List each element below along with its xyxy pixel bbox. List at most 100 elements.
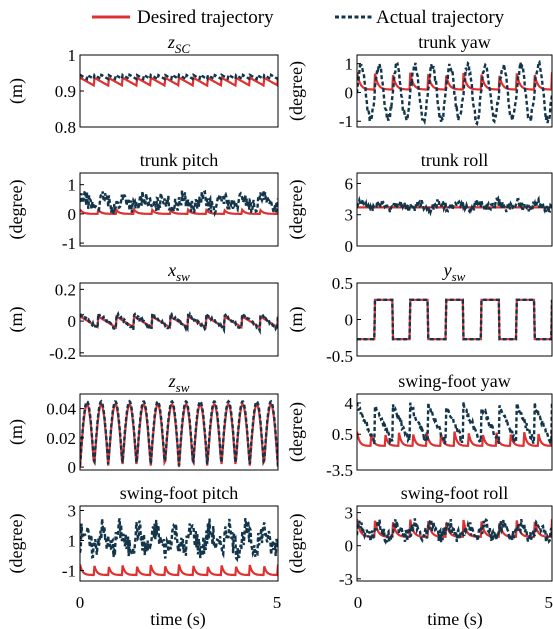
y-axis-label: (m) [6, 307, 27, 333]
y-tick-label: 0.5 [332, 274, 353, 293]
axes-frame [79, 393, 279, 471]
axes-frame [79, 505, 279, 582]
y-axis-label: (degree) [6, 180, 27, 240]
y-tick-label: 0.04 [46, 400, 76, 419]
y-tick-label: -3 [339, 570, 353, 589]
y-axis-label: (degree) [286, 402, 307, 462]
panel-title: swing-foot yaw [398, 371, 510, 391]
y-tick-label: 0.8 [55, 118, 76, 137]
y-axis-label: (degree) [286, 514, 307, 574]
plot-area [357, 517, 552, 547]
y-tick-label: 0 [68, 205, 77, 224]
subplot-4: 6 3 0 (degree) trunk roll [286, 150, 553, 256]
x-tick-label-left-5: 5 [273, 593, 282, 612]
subplot-5: 0.2 0 -0.2 (m) xsw [6, 260, 279, 363]
axes-frame [356, 505, 553, 582]
actual-trajectory-line [357, 400, 552, 446]
subplot-1: 1 0.9 0.8 (m) zSC [6, 32, 279, 137]
plot-area [357, 60, 552, 127]
y-tick-label: -3.5 [326, 461, 353, 480]
axes-frame [356, 282, 553, 357]
subplot-8: 4 0.5 -3.5 (degree) swing-foot yaw [286, 371, 553, 480]
actual-trajectory-line [357, 517, 552, 547]
legend: Desired trajectory Actual trajectory [92, 7, 505, 28]
desired-trajectory-line [357, 72, 552, 91]
plot-area [80, 516, 278, 577]
y-tick-label: 0.5 [332, 425, 353, 444]
y-tick-label: 1 [68, 176, 77, 195]
y-axis-label: (m) [6, 78, 27, 104]
subplot-7: 0.04 0.02 0 (m) zsw [6, 371, 279, 477]
plot-area [80, 309, 278, 335]
x-tick-label-left-0: 0 [76, 593, 85, 612]
y-tick-label: -0.5 [326, 347, 353, 366]
panel-title: ysw [442, 260, 466, 284]
y-tick-label: 1 [68, 46, 77, 65]
panel-title: zSC [167, 32, 191, 56]
y-tick-label: 0 [68, 458, 77, 477]
subplot-2: 1 0 -1 (degree) trunk yaw [286, 32, 553, 131]
y-tick-label: 6 [345, 174, 354, 193]
panel-title: swing-foot pitch [120, 483, 239, 503]
plot-area [357, 400, 552, 447]
subplot-10: 3 0 -3 (degree) swing-foot roll [286, 483, 553, 589]
y-tick-label: 0 [345, 83, 354, 102]
actual-trajectory-line [357, 60, 552, 127]
legend-desired-label: Desired trajectory [137, 7, 274, 28]
desired-trajectory-line [80, 206, 278, 215]
actual-trajectory-line [357, 195, 552, 217]
y-axis-label: (degree) [286, 180, 307, 240]
desired-trajectory-line [80, 564, 278, 577]
desired-trajectory-line [80, 314, 278, 330]
y-tick-label: 0.2 [55, 280, 76, 299]
y-tick-label: -1 [62, 234, 76, 253]
actual-trajectory-line [80, 72, 278, 82]
panel-title: swing-foot roll [401, 483, 509, 503]
y-tick-label: 3 [68, 502, 77, 521]
y-axis-label: (m) [286, 307, 307, 333]
y-tick-label: 1 [345, 55, 354, 74]
x-tick-label-right-5: 5 [545, 593, 553, 612]
y-axis-label: (degree) [6, 514, 27, 574]
subplot-9: 3 1 -1 (degree) swing-foot pitch [6, 483, 279, 582]
y-tick-label: 0.02 [46, 429, 76, 448]
axes-frame [356, 393, 553, 471]
actual-trajectory-line [80, 399, 278, 466]
y-tick-label: 0.9 [55, 82, 76, 101]
plot-area [80, 72, 278, 88]
axes-frame [356, 54, 553, 128]
legend-actual-label: Actual trajectory [376, 7, 505, 28]
y-tick-label: 3 [345, 206, 354, 225]
actual-trajectory-line [80, 516, 278, 563]
y-axis-label: (m) [6, 419, 27, 445]
axes-frame [356, 172, 553, 247]
panel-title: trunk yaw [418, 32, 490, 52]
y-tick-label: 1 [68, 532, 77, 551]
desired-trajectory-line [357, 298, 552, 341]
panel-title: trunk roll [421, 150, 489, 170]
y-tick-label: 0 [68, 312, 77, 331]
actual-trajectory-line [357, 298, 552, 341]
subplot-3: 1 0 -1 (degree) trunk pitch [6, 150, 279, 253]
y-axis-label: (degree) [286, 61, 307, 121]
y-tick-label: 0 [345, 237, 354, 256]
y-tick-label: 3 [345, 504, 354, 523]
y-tick-label: -1 [62, 562, 76, 581]
x-axis-right: 0 5 time (s) [354, 593, 553, 629]
desired-trajectory-line [357, 431, 552, 447]
panel-title: trunk pitch [140, 150, 219, 170]
y-tick-label: 4 [345, 394, 354, 413]
plot-area [80, 399, 278, 468]
x-axis-left: 0 5 time (s) [76, 593, 282, 629]
plot-area [80, 186, 278, 218]
x-tick-label-right-0: 0 [354, 593, 363, 612]
axes-frame [79, 282, 279, 357]
actual-trajectory-line [80, 309, 278, 335]
y-tick-label: 0 [345, 311, 354, 330]
plot-area [357, 195, 552, 217]
y-tick-label: 0 [345, 537, 354, 556]
actual-trajectory-line [80, 186, 278, 218]
y-tick-label: -1 [339, 112, 353, 131]
panel-title: zsw [168, 371, 190, 395]
